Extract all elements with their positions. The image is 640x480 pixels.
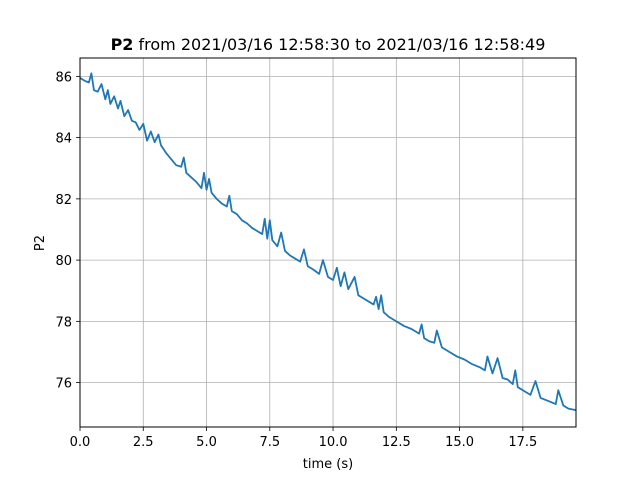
x-tick-label: 12.5 xyxy=(382,435,411,450)
y-tick-label: 84 xyxy=(55,132,72,147)
x-tick-label: 15.0 xyxy=(445,435,474,450)
x-tick-label: 2.5 xyxy=(133,435,154,450)
x-tick-label: 10.0 xyxy=(319,435,348,450)
y-tick-label: 80 xyxy=(55,254,72,269)
y-tick-label: 86 xyxy=(55,70,72,85)
x-tick-label: 17.5 xyxy=(508,435,537,450)
x-tick-label: 0.0 xyxy=(70,435,91,450)
chart-title-bold: P2 xyxy=(111,35,134,54)
y-tick-label: 78 xyxy=(55,315,72,330)
y-tick-label: 76 xyxy=(55,377,72,392)
series-line xyxy=(79,72,577,412)
plot-area xyxy=(80,58,576,427)
x-axis: 0.0 2.5 5.0 7.5 10.0 12.5 15.0 17.5 xyxy=(70,427,537,450)
y-axis-label: P2 xyxy=(33,235,48,251)
chart-title: P2 from 2021/03/16 12:58:30 to 2021/03/1… xyxy=(111,35,546,54)
x-tick-label: 5.0 xyxy=(196,435,217,450)
y-axis: 76 78 80 82 84 86 xyxy=(55,70,80,392)
series-layer xyxy=(79,72,577,412)
grid-lines xyxy=(79,58,576,427)
x-axis-label: time (s) xyxy=(303,457,353,472)
chart-title-rest: from 2021/03/16 12:58:30 to 2021/03/16 1… xyxy=(133,35,545,54)
y-tick-label: 82 xyxy=(55,193,72,208)
plot-frame xyxy=(79,57,577,428)
x-tick-label: 7.5 xyxy=(259,435,280,450)
